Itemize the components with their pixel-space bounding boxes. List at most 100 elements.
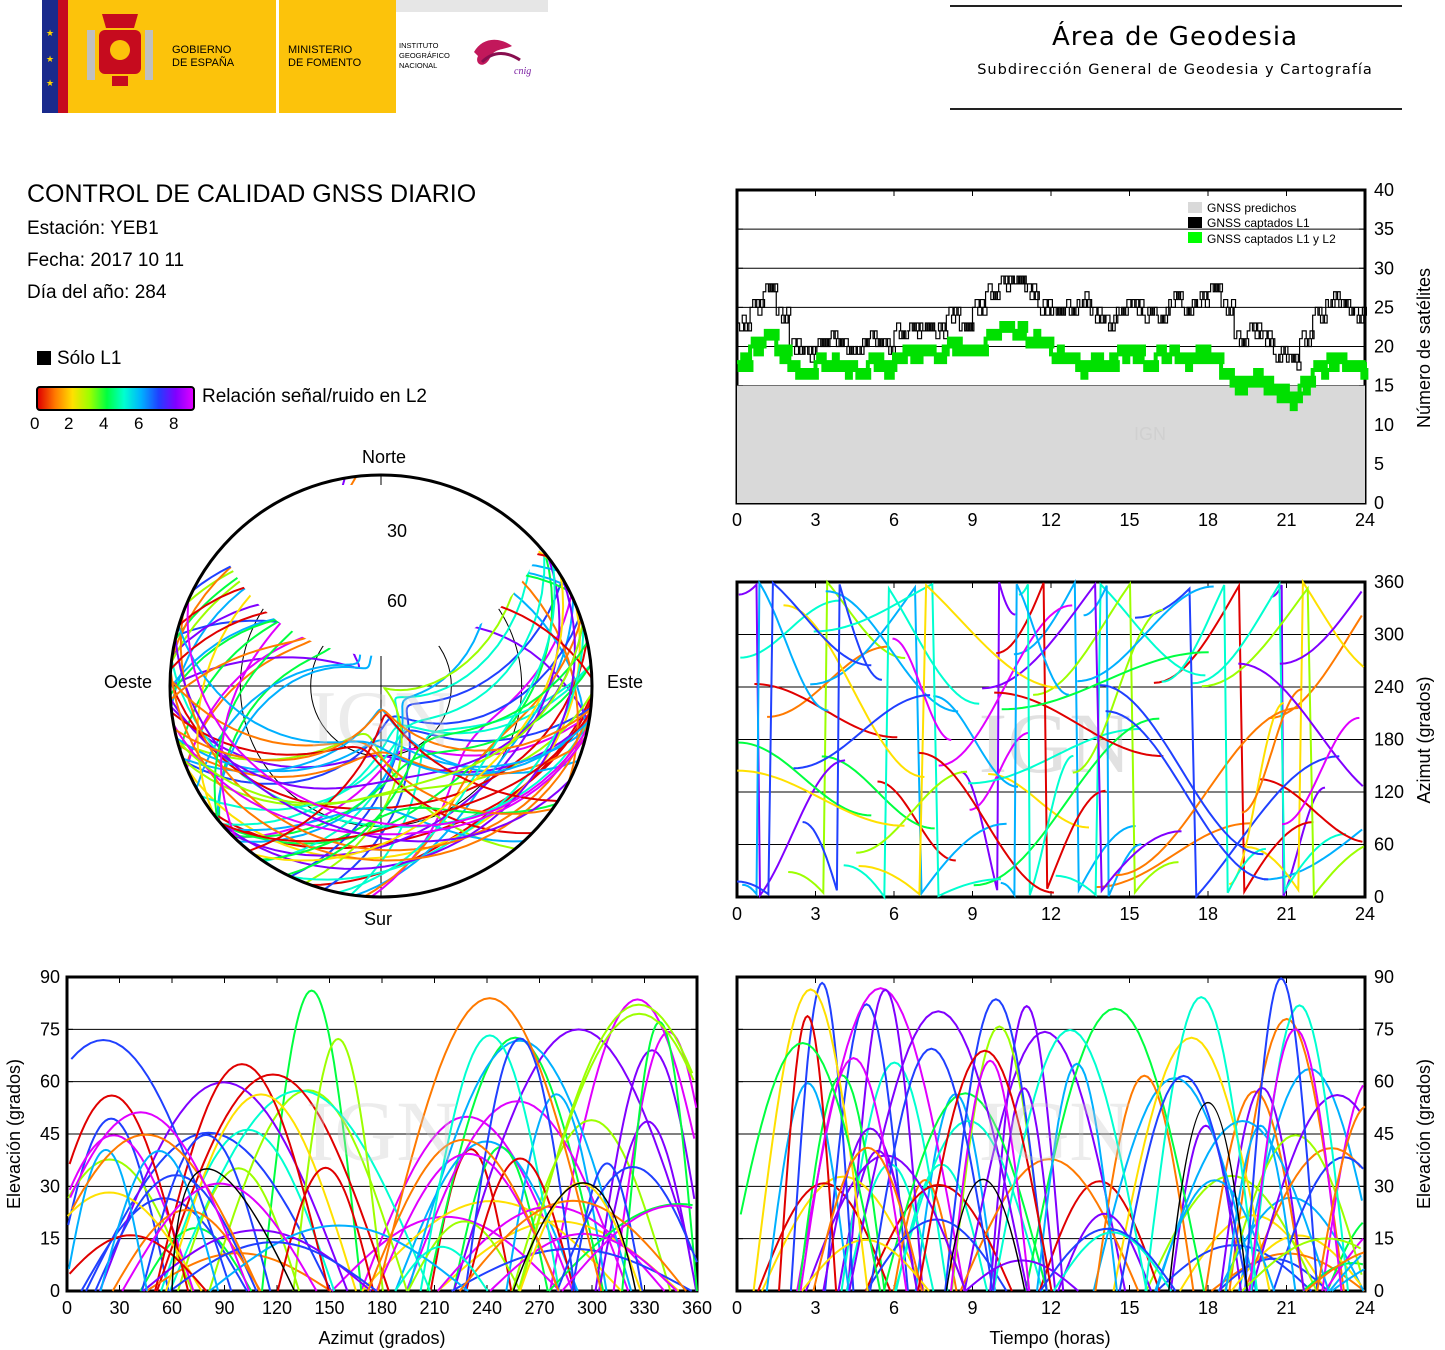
x-tick-label: 300 bbox=[577, 1298, 607, 1318]
snr-tick: 4 bbox=[99, 414, 109, 433]
legend-label-predicted: GNSS predichos bbox=[1207, 201, 1296, 215]
elevation-time-ylabel: Elevación (grados) bbox=[1414, 1059, 1434, 1209]
satellite-track bbox=[505, 1093, 608, 1292]
satellite-track bbox=[621, 1020, 698, 1292]
y-tick-label: 75 bbox=[1374, 1019, 1394, 1039]
satellite-track bbox=[1304, 1251, 1365, 1292]
satellite-track bbox=[1326, 1222, 1364, 1292]
satellite-track bbox=[331, 1215, 561, 1292]
x-tick-label: 21 bbox=[1276, 510, 1296, 530]
y-tick-label: 40 bbox=[1374, 180, 1394, 200]
x-tick-label: 12 bbox=[1041, 1298, 1061, 1318]
x-tick-label: 12 bbox=[1041, 510, 1061, 530]
azimuth-time-grid: 0 60 120 180 240 300 360 0 3 6 9 12 15 18 21 24 bbox=[732, 572, 1404, 924]
l1-series-line bbox=[737, 275, 1367, 371]
gobierno-line2: DE ESPAÑA bbox=[172, 56, 235, 69]
skyplot-ring-label-60: 60 bbox=[387, 591, 407, 611]
satellite-track bbox=[172, 723, 587, 836]
station-info: Estación: YEB1 bbox=[27, 218, 159, 239]
satellite-track bbox=[377, 997, 603, 1292]
satellite-track bbox=[186, 599, 589, 827]
ign-line3: NACIONAL bbox=[399, 61, 437, 70]
satellite-track bbox=[276, 1166, 375, 1292]
satellite-track bbox=[209, 1224, 469, 1292]
report-title: CONTROL DE CALIDAD GNSS DIARIO bbox=[27, 180, 477, 208]
ministerio-line2: DE FOMENTO bbox=[288, 57, 362, 69]
y-tick-label: 180 bbox=[1374, 730, 1404, 750]
y-tick-label: 240 bbox=[1374, 677, 1404, 697]
satellite-track bbox=[738, 741, 872, 817]
satellite-track bbox=[989, 1004, 1065, 1292]
satellite-track bbox=[1105, 710, 1269, 881]
satellite-track bbox=[218, 577, 576, 870]
snr-scale-label: Relación señal/ruido en L2 bbox=[202, 386, 427, 407]
l1l2-series-line bbox=[737, 321, 1369, 412]
satellite-track bbox=[783, 604, 925, 778]
satellite-track bbox=[1095, 822, 1251, 889]
legend-solo-l1-label: Sólo L1 bbox=[57, 348, 122, 369]
satellite-track bbox=[548, 1202, 693, 1292]
x-tick-label: 0 bbox=[732, 1298, 742, 1318]
y-tick-label: 15 bbox=[40, 1229, 60, 1249]
satellites-legend: GNSS predichos GNSS captados L1 GNSS cap… bbox=[1188, 201, 1336, 246]
satellite-track bbox=[1243, 1147, 1362, 1292]
header-rule-top bbox=[950, 5, 1402, 7]
satellite-track bbox=[963, 1030, 1127, 1292]
eu-star-icon: ★ bbox=[46, 28, 54, 38]
satellite-track bbox=[802, 584, 883, 891]
satellite-track bbox=[882, 1092, 1048, 1292]
satellite-track bbox=[994, 691, 1164, 758]
satellite-track bbox=[121, 1182, 318, 1292]
satellite-track bbox=[1052, 1231, 1173, 1292]
x-tick-label: 24 bbox=[1355, 904, 1375, 924]
x-tick-label: 15 bbox=[1119, 510, 1139, 530]
satellite-track bbox=[419, 1034, 560, 1292]
satellite-track bbox=[1248, 1027, 1343, 1292]
x-tick-label: 18 bbox=[1198, 1298, 1218, 1318]
x-tick-label: 0 bbox=[62, 1298, 72, 1318]
satellite-track bbox=[225, 806, 524, 843]
satellite-track bbox=[304, 530, 525, 884]
satellite-track bbox=[992, 1087, 1057, 1292]
y-tick-label: 45 bbox=[1374, 1124, 1394, 1144]
satellite-track bbox=[1328, 1254, 1362, 1292]
satellite-track bbox=[1118, 1074, 1249, 1292]
satellite-track bbox=[1241, 1237, 1362, 1292]
snr-tick: 6 bbox=[134, 414, 144, 433]
x-tick-label: 12 bbox=[1041, 904, 1061, 924]
x-tick-label: 3 bbox=[810, 1298, 820, 1318]
satellites-series bbox=[737, 275, 1369, 503]
satellite-track bbox=[94, 1174, 258, 1292]
y-tick-label: 5 bbox=[1374, 454, 1384, 474]
y-tick-label: 20 bbox=[1374, 337, 1394, 357]
satellite-track bbox=[864, 1183, 1013, 1292]
satellite-track bbox=[996, 582, 1106, 890]
ign-watermark: IGN bbox=[1134, 424, 1166, 444]
ign-line1: INSTITUTO bbox=[399, 41, 439, 50]
skyplot-tracks: IGN bbox=[168, 473, 594, 899]
satellite-track bbox=[174, 637, 571, 843]
flag-red-stripe bbox=[58, 0, 68, 113]
satellite-track bbox=[68, 1094, 190, 1292]
satellite-track bbox=[464, 1037, 576, 1292]
satellite-track bbox=[1272, 1156, 1364, 1292]
ign-panel-top bbox=[396, 0, 548, 12]
x-tick-label: 0 bbox=[732, 510, 742, 530]
satellite-track bbox=[511, 1119, 672, 1292]
y-tick-label: 10 bbox=[1374, 415, 1394, 435]
satellite-track bbox=[846, 988, 924, 1292]
x-tick-label: 21 bbox=[1276, 1298, 1296, 1318]
x-tick-label: 330 bbox=[629, 1298, 659, 1318]
satellite-track bbox=[778, 1014, 838, 1292]
satellite-track bbox=[179, 613, 592, 852]
satellite-track bbox=[945, 1178, 1026, 1292]
satellite-track bbox=[1161, 584, 1267, 894]
satellite-track bbox=[261, 989, 363, 1292]
header-rule-bottom bbox=[950, 108, 1402, 110]
x-tick-label: 24 bbox=[1355, 510, 1375, 530]
satellite-track bbox=[918, 751, 1054, 894]
satellite-track bbox=[1238, 662, 1364, 787]
satellite-track bbox=[407, 1039, 633, 1292]
satellite-track bbox=[1258, 778, 1363, 843]
